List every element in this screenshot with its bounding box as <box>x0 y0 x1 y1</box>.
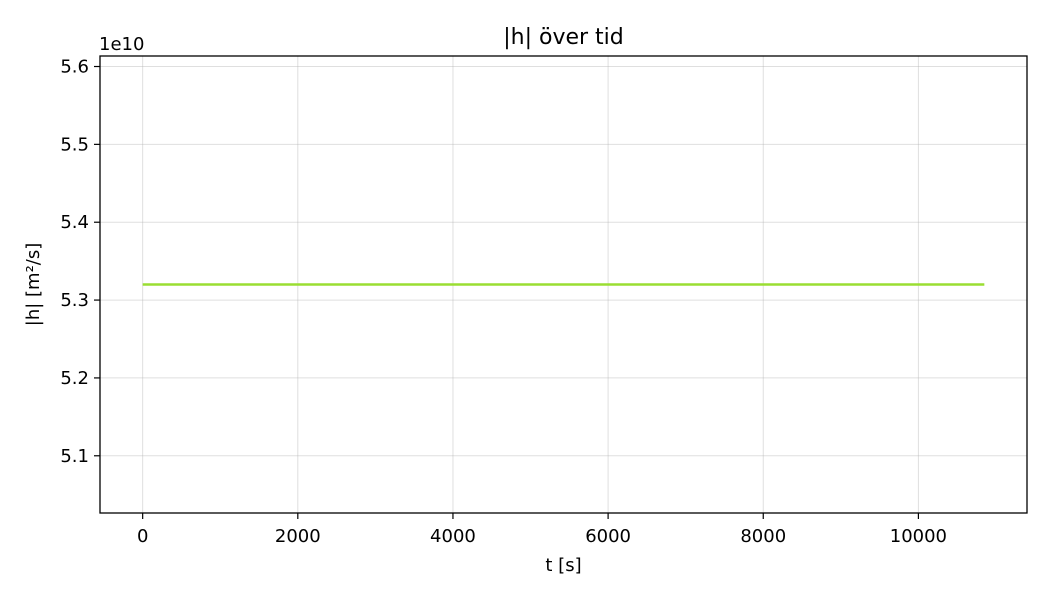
y-tick-label: 5.6 <box>60 57 89 78</box>
y-axis-label: |h| [m²/s] <box>23 243 44 327</box>
y-tick-label: 5.2 <box>60 368 89 389</box>
y-tick-label: 5.5 <box>60 134 89 155</box>
x-axis-label: t [s] <box>545 555 581 576</box>
x-tick-label: 0 <box>137 526 148 547</box>
x-tick-label: 6000 <box>585 526 631 547</box>
x-axis-ticks: 0 2000 4000 6000 8000 10000 <box>137 513 947 547</box>
y-tick-label: 5.4 <box>60 212 89 233</box>
y-tick-label: 5.1 <box>60 446 89 467</box>
x-tick-label: 2000 <box>275 526 321 547</box>
x-tick-label: 10000 <box>890 526 947 547</box>
y-tick-label: 5.3 <box>60 290 89 311</box>
chart-title: |h| över tid <box>503 25 624 50</box>
x-tick-label: 8000 <box>740 526 786 547</box>
y-axis-offset-text: 1e10 <box>99 34 144 55</box>
y-axis-ticks: 5.1 5.2 5.3 5.4 5.5 5.6 <box>60 57 100 467</box>
x-tick-label: 4000 <box>430 526 476 547</box>
axes-frame <box>99 55 1028 514</box>
